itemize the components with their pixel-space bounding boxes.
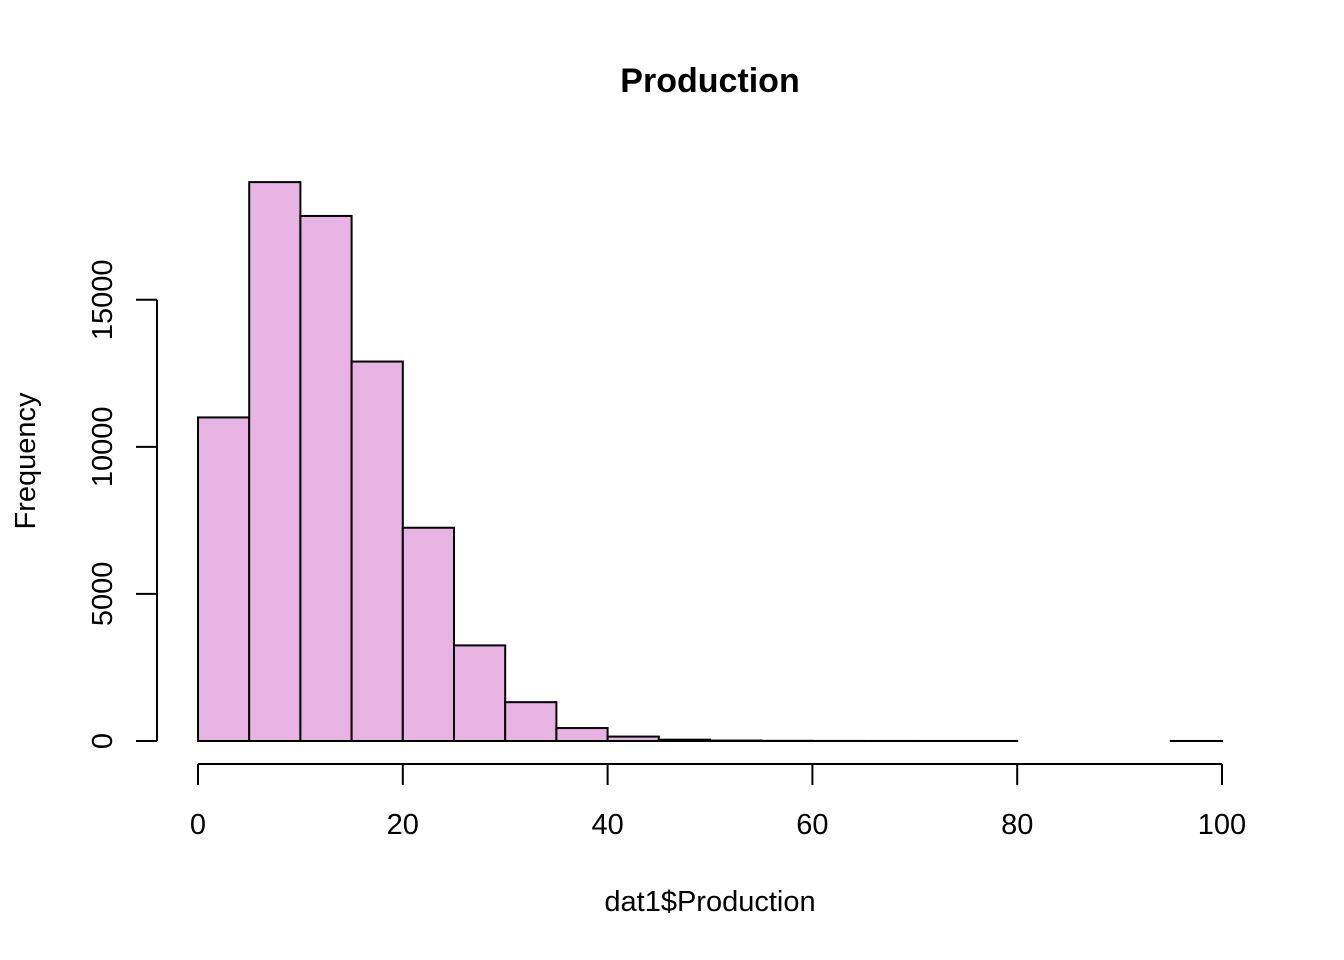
x-tick-label-80: 80 [1001, 809, 1033, 841]
histogram-bar-20-25 [401, 526, 455, 743]
x-tick-label-20: 20 [387, 809, 419, 841]
x-axis-title: dat1$Production [604, 886, 815, 918]
histogram-bar-0-5 [197, 416, 251, 742]
histogram-bar-10-15 [299, 214, 353, 742]
x-tick-label-60: 60 [796, 809, 828, 841]
histogram-bar-15-20 [350, 360, 404, 742]
histogram-bar-25-30 [453, 644, 507, 742]
histogram-bar-40-45 [606, 735, 660, 743]
histogram-bar-45-50 [657, 738, 711, 743]
x-tick-label-100: 100 [1198, 809, 1246, 841]
y-axis: 0 5000 10000 15000 [87, 259, 158, 749]
chart-title: Production [620, 62, 799, 100]
histogram-bar-35-40 [555, 727, 609, 742]
y-axis-title: Frequency [10, 392, 42, 530]
y-tick-label-10000: 10000 [87, 407, 119, 488]
x-tick-label-40: 40 [591, 809, 623, 841]
histogram-bar-5-10 [248, 181, 302, 743]
y-tick-label-15000: 15000 [87, 259, 119, 340]
bars-group [197, 181, 1224, 743]
y-tick-label-5000: 5000 [87, 562, 119, 627]
y-tick-label-0: 0 [87, 733, 119, 749]
x-axis: 0 20 40 60 80 100 [190, 763, 1246, 841]
x-tick-label-0: 0 [190, 809, 206, 841]
histogram-bar-30-35 [504, 701, 558, 742]
